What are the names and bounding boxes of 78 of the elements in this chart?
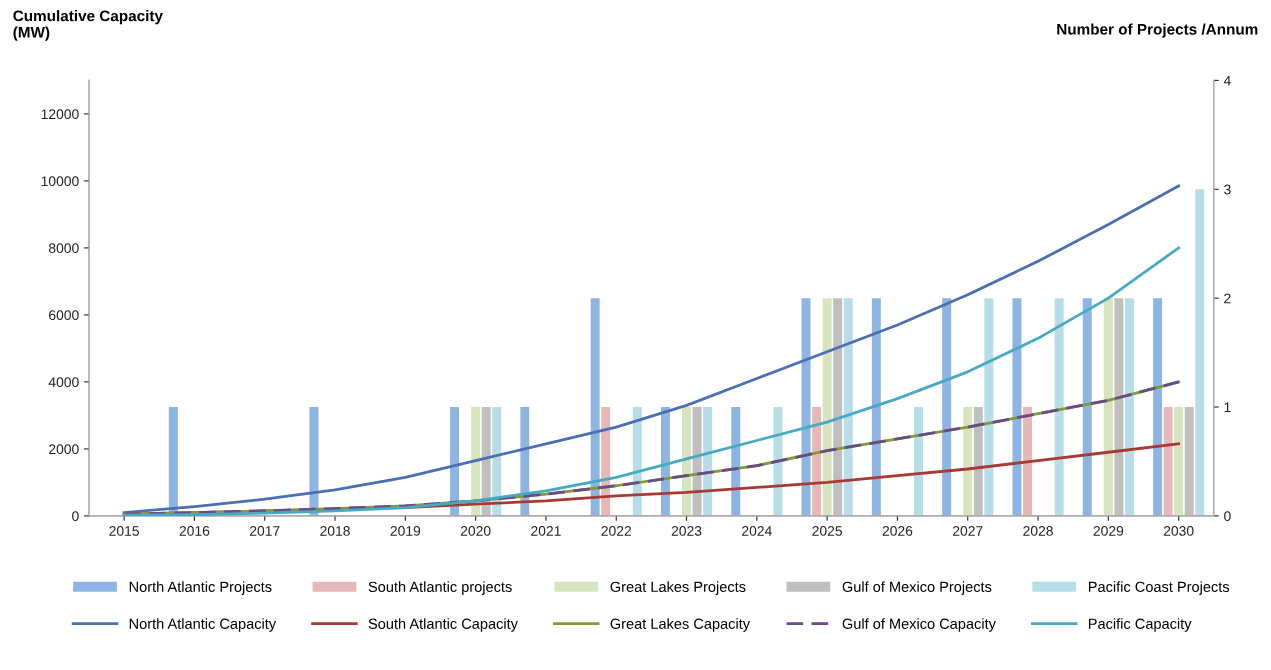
legend-label: Gulf of Mexico Capacity	[842, 618, 996, 632]
legend-label: Gulf of Mexico Projects	[842, 581, 992, 595]
x-tick-label: 2027	[953, 525, 983, 536]
bar	[871, 298, 881, 516]
bar	[1054, 298, 1064, 516]
bar	[1114, 298, 1124, 516]
y2-tick-label: 0	[1224, 511, 1231, 522]
y-tick-label: 2000	[49, 444, 79, 455]
x-tick-label: 2025	[812, 525, 843, 536]
y2-tick-label: 4	[1223, 75, 1231, 86]
bar	[812, 407, 822, 516]
y-tick-label: 4000	[48, 377, 79, 388]
x-tick-label: 2023	[671, 525, 702, 536]
x-tick-label: 2028	[1023, 525, 1053, 536]
y-tick-label: 10000	[41, 176, 79, 187]
line-series	[122, 184, 1181, 514]
legend-label: South Atlantic projects	[368, 581, 512, 595]
bar	[731, 407, 741, 516]
legend-label: Great Lakes Capacity	[610, 618, 751, 632]
bar	[1012, 298, 1022, 516]
y2-tick-label: 1	[1224, 402, 1231, 413]
y-tick-label: 8000	[48, 243, 79, 254]
x-tick-label: 2029	[1093, 525, 1124, 536]
bar	[703, 407, 713, 516]
y-axis-title: Cumulative Capacity (MW)	[13, 10, 163, 41]
x-tick-label: 2019	[390, 525, 421, 536]
bar	[1023, 407, 1032, 516]
x-tick-label: 2021	[531, 525, 561, 536]
x-tick-label: 2030	[1163, 525, 1194, 536]
legend-label: Great Lakes Projects	[610, 581, 746, 595]
bar	[520, 407, 530, 516]
bar	[692, 407, 702, 516]
legend-label: North Atlantic Capacity	[129, 618, 277, 632]
legend-label: North Atlantic Projects	[129, 581, 272, 595]
legend-label: Pacific Capacity	[1088, 618, 1192, 632]
legend-label: Pacific Coast Projects	[1088, 581, 1230, 595]
bar	[973, 407, 983, 516]
line-series	[122, 246, 1181, 516]
x-tick-label: 2015	[109, 525, 139, 536]
y2-tick-label: 2	[1224, 293, 1231, 304]
bar	[1195, 189, 1205, 516]
x-tick-label: 2024	[742, 525, 772, 536]
y-tick-label: 12000	[41, 109, 79, 120]
line-series	[122, 380, 1181, 516]
y-tick-label: 0	[72, 511, 79, 522]
x-tick-label: 2016	[179, 525, 210, 536]
bar	[984, 298, 994, 516]
legend-label: South Atlantic Capacity	[368, 618, 518, 632]
bar	[843, 298, 853, 516]
bar	[492, 407, 502, 516]
bar	[833, 298, 843, 516]
bar	[1163, 407, 1173, 516]
y2-tick-label: 3	[1224, 184, 1231, 195]
bar	[942, 298, 952, 516]
x-tick-label: 2022	[601, 525, 631, 536]
y-tick-label: 6000	[49, 310, 79, 321]
x-tick-label: 2020	[460, 525, 491, 536]
y2-axis-title: Number of Projects /Annum	[1057, 23, 1258, 38]
bar	[1184, 407, 1194, 516]
bar	[963, 407, 973, 516]
bar	[773, 407, 783, 516]
bar	[1103, 298, 1113, 516]
bar	[450, 407, 460, 516]
bar	[309, 407, 319, 516]
bar	[590, 298, 600, 516]
bar	[1124, 298, 1134, 516]
bar	[1082, 298, 1092, 516]
bar	[801, 298, 811, 516]
bar	[1153, 298, 1163, 516]
bar	[682, 407, 692, 516]
bar	[481, 407, 491, 516]
bar	[471, 407, 481, 516]
x-tick-label: 2026	[882, 525, 913, 536]
bar	[914, 407, 924, 516]
bar	[1174, 407, 1184, 516]
x-tick-label: 2018	[320, 525, 350, 536]
x-tick-label: 2017	[249, 525, 280, 536]
bar	[822, 298, 832, 516]
